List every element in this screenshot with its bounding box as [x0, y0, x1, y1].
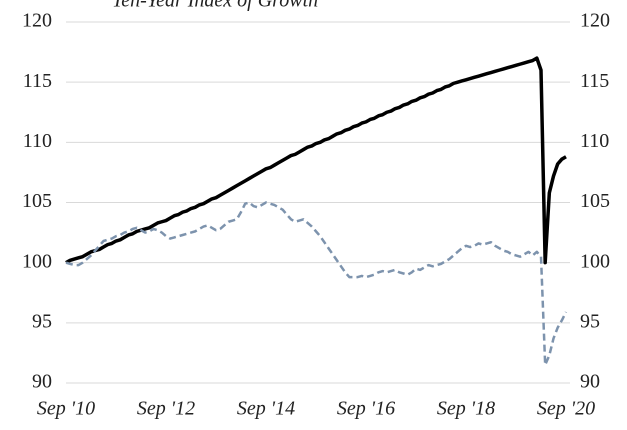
y2-tick-label: 105	[580, 190, 610, 212]
y-tick-label: 95	[32, 310, 52, 332]
y2-tick-label: 90	[580, 371, 600, 393]
y-tick-label: 115	[23, 70, 52, 92]
y2-tick-label: 120	[580, 10, 610, 32]
series-line	[65, 56, 567, 265]
y2-tick-label: 110	[580, 130, 609, 152]
x-tick-label: Sep '10	[37, 398, 95, 420]
x-tick-label: Sep '14	[237, 398, 295, 420]
x-tick-label: Sep '18	[437, 398, 495, 420]
y-tick-label: 100	[22, 250, 52, 272]
series-line	[65, 201, 568, 367]
y-tick-label: 105	[22, 190, 52, 212]
y2-tick-label: 100	[580, 250, 610, 272]
x-tick-label: Sep '12	[137, 398, 195, 420]
y-tick-label: 110	[23, 130, 52, 152]
x-tick-label: Sep '20	[537, 398, 595, 420]
x-tick-label: Sep '16	[337, 398, 395, 420]
y2-tick-label: 95	[580, 310, 600, 332]
y-tick-label: 90	[32, 371, 52, 393]
chart-title: Ten-Year Index of Growth	[112, 0, 318, 12]
y2-tick-label: 115	[580, 70, 609, 92]
y-tick-label: 120	[22, 10, 52, 32]
